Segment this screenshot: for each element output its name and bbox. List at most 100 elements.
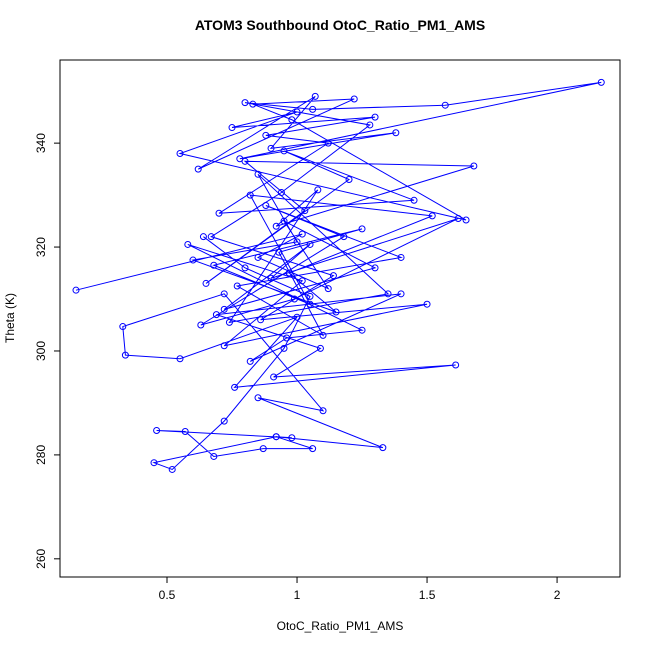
x-tick-label: 0.5	[159, 588, 176, 602]
x-tick-label: 1.5	[419, 588, 436, 602]
data-point	[397, 253, 405, 261]
data-point	[345, 176, 353, 184]
data-point	[259, 445, 267, 453]
data-point	[236, 155, 244, 163]
data-point	[288, 434, 296, 442]
data-point	[441, 101, 449, 109]
data-point	[202, 279, 210, 287]
data-point	[324, 285, 332, 293]
data-point	[215, 209, 223, 217]
data-point	[311, 92, 319, 100]
data-point	[220, 342, 228, 350]
data-line	[75, 81, 602, 471]
data-point	[257, 316, 265, 324]
data-point	[225, 318, 233, 326]
data-point	[254, 253, 262, 261]
data-point	[212, 311, 220, 319]
data-point	[197, 321, 205, 329]
data-point	[350, 95, 358, 103]
data-point	[270, 373, 278, 381]
data-point	[314, 186, 322, 194]
data-point	[454, 214, 462, 222]
y-tick-label: 340	[34, 133, 48, 153]
data-point	[246, 191, 254, 199]
data-point	[267, 274, 275, 282]
chart-title: ATOM3 Southbound OtoC_Ratio_PM1_AMS	[195, 17, 485, 33]
data-point	[285, 269, 293, 277]
data-point	[423, 300, 431, 308]
data-point	[366, 121, 374, 129]
data-point	[241, 99, 249, 107]
data-point	[309, 105, 317, 113]
data-point	[241, 264, 249, 272]
data-point	[332, 308, 340, 316]
data-point	[470, 162, 478, 170]
y-tick-label: 280	[34, 445, 48, 465]
data-point	[119, 323, 127, 331]
data-point	[246, 357, 254, 365]
data-point	[319, 331, 327, 339]
y-axis-label: Theta (K)	[3, 293, 17, 343]
data-point	[329, 272, 337, 280]
data-point	[184, 240, 192, 248]
data-point	[298, 277, 306, 285]
data-point	[254, 394, 262, 402]
data-point	[272, 433, 280, 441]
data-point	[220, 290, 228, 298]
data-point	[293, 108, 301, 116]
data-point	[275, 248, 283, 256]
y-tick-label: 260	[34, 548, 48, 568]
data-point	[452, 361, 460, 369]
data-point	[280, 217, 288, 225]
data-point	[181, 428, 189, 436]
data-point	[397, 290, 405, 298]
data-point	[176, 355, 184, 363]
data-point	[288, 116, 296, 124]
data-point	[324, 139, 332, 147]
data-point	[153, 426, 161, 434]
data-point	[210, 261, 218, 269]
data-point	[199, 233, 207, 241]
data-point	[233, 282, 241, 290]
data-point	[262, 131, 270, 139]
data-point	[168, 465, 176, 473]
data-point	[379, 444, 387, 452]
data-point	[597, 78, 605, 86]
data-point	[280, 344, 288, 352]
data-point	[207, 233, 215, 241]
data-point	[262, 201, 270, 209]
data-point	[277, 188, 285, 196]
data-point	[121, 351, 129, 359]
data-point	[428, 212, 436, 220]
data-point	[410, 196, 418, 204]
data-point	[176, 150, 184, 158]
data-point	[371, 113, 379, 121]
data-point	[272, 222, 280, 230]
data-point	[306, 240, 314, 248]
data-point	[306, 292, 314, 300]
data-point	[358, 326, 366, 334]
data-point	[309, 445, 317, 453]
data-point	[194, 165, 202, 173]
data-point	[220, 417, 228, 425]
data-point	[306, 300, 314, 308]
data-point	[220, 305, 228, 313]
data-point	[462, 216, 470, 224]
data-point	[301, 207, 309, 215]
data-point	[249, 100, 257, 108]
y-tick-label: 300	[34, 341, 48, 361]
data-point	[228, 124, 236, 132]
data-point	[371, 264, 379, 272]
data-point	[392, 129, 400, 137]
data-point	[340, 233, 348, 241]
data-point	[254, 170, 262, 178]
data-point	[231, 383, 239, 391]
data-point	[283, 334, 291, 342]
data-point	[189, 256, 197, 264]
data-point	[150, 459, 158, 467]
plot-frame	[59, 59, 621, 578]
x-tick-label: 2	[554, 588, 561, 602]
data-point	[384, 290, 392, 298]
data-point	[358, 225, 366, 233]
